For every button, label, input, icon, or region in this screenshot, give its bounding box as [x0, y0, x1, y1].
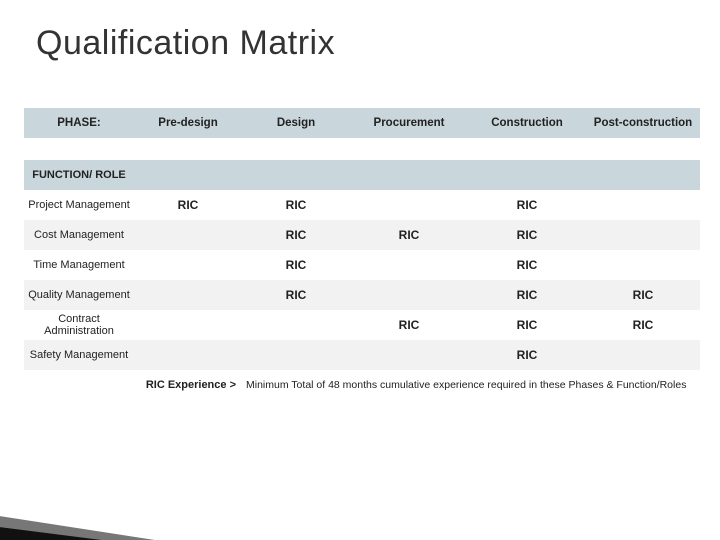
cell-2-0 [134, 250, 242, 280]
cell-2-3: RIC [468, 250, 586, 280]
cell-1-2: RIC [350, 220, 468, 250]
cell-3-2 [350, 280, 468, 310]
cell-4-0 [134, 310, 242, 340]
cell-0-0: RIC [134, 190, 242, 220]
footer-text: Minimum Total of 48 months cumulative ex… [242, 370, 700, 400]
cell-0-2 [350, 190, 468, 220]
function-header-row: FUNCTION/ ROLE [24, 160, 700, 190]
row-name-4: Contract Administration [24, 310, 134, 340]
phase-col-3: Construction [468, 108, 586, 138]
row-name-3: Quality Management [24, 280, 134, 310]
phase-col-2: Procurement [350, 108, 468, 138]
table-row: Time Management RIC RIC [24, 250, 700, 280]
row-name-0: Project Management [24, 190, 134, 220]
phase-header-row: PHASE: Pre-design Design Procurement Con… [24, 108, 700, 138]
cell-3-0 [134, 280, 242, 310]
table-row: Cost Management RIC RIC RIC [24, 220, 700, 250]
cell-0-3: RIC [468, 190, 586, 220]
table-row: Safety Management RIC [24, 340, 700, 370]
phase-label: PHASE: [24, 108, 134, 138]
row-name-2: Time Management [24, 250, 134, 280]
spacer-row [24, 138, 700, 160]
row-name-1: Cost Management [24, 220, 134, 250]
cell-3-1: RIC [242, 280, 350, 310]
qualification-matrix-table: PHASE: Pre-design Design Procurement Con… [24, 108, 700, 400]
footer-label: RIC Experience > [24, 370, 242, 400]
cell-3-4: RIC [586, 280, 700, 310]
cell-0-1: RIC [242, 190, 350, 220]
cell-5-1 [242, 340, 350, 370]
accent-decoration [0, 460, 220, 540]
cell-2-2 [350, 250, 468, 280]
cell-5-3: RIC [468, 340, 586, 370]
table-row: Quality Management RIC RIC RIC [24, 280, 700, 310]
cell-1-3: RIC [468, 220, 586, 250]
footer-row: RIC Experience > Minimum Total of 48 mon… [24, 370, 700, 400]
phase-col-4: Post-construction [586, 108, 700, 138]
cell-1-4 [586, 220, 700, 250]
row-name-5: Safety Management [24, 340, 134, 370]
cell-5-2 [350, 340, 468, 370]
cell-4-1 [242, 310, 350, 340]
cell-4-4: RIC [586, 310, 700, 340]
cell-4-3: RIC [468, 310, 586, 340]
cell-0-4 [586, 190, 700, 220]
phase-col-0: Pre-design [134, 108, 242, 138]
cell-1-1: RIC [242, 220, 350, 250]
cell-3-3: RIC [468, 280, 586, 310]
table-row: Project Management RIC RIC RIC [24, 190, 700, 220]
cell-1-0 [134, 220, 242, 250]
cell-5-0 [134, 340, 242, 370]
function-label: FUNCTION/ ROLE [24, 160, 134, 190]
cell-2-1: RIC [242, 250, 350, 280]
page-title: Qualification Matrix [36, 24, 335, 63]
table-row: Contract Administration RIC RIC RIC [24, 310, 700, 340]
cell-2-4 [586, 250, 700, 280]
cell-5-4 [586, 340, 700, 370]
cell-4-2: RIC [350, 310, 468, 340]
phase-col-1: Design [242, 108, 350, 138]
